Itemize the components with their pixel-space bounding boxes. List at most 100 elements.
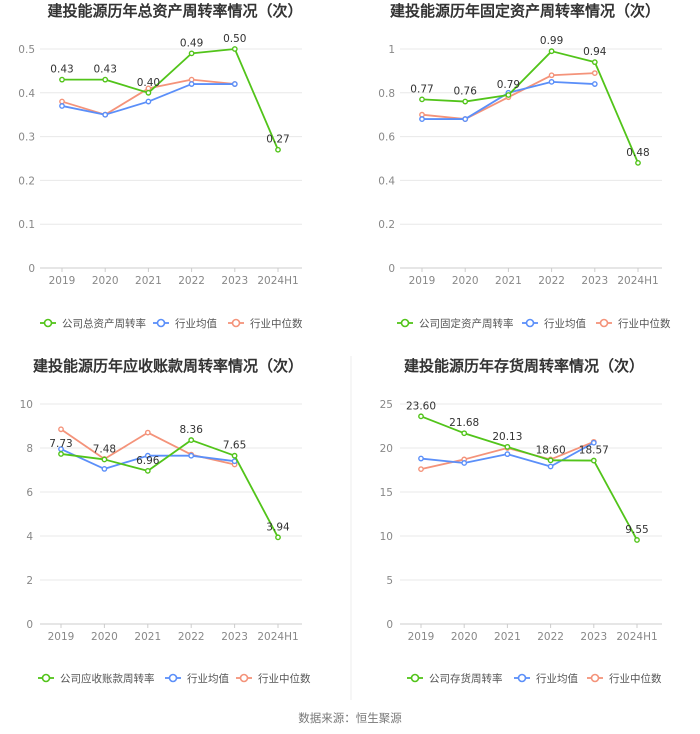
legend-marker: [525, 318, 535, 328]
x-tick-label: 2020: [91, 631, 118, 643]
data-point-median: [144, 429, 151, 436]
y-tick-label: 2: [26, 575, 33, 587]
chart-4: 建投能源历年存货周转率情况（次） 0 5 10 15 20 25 2019 2020 2021 20…: [380, 357, 662, 685]
chart-1: 建投能源历年总资产周转率情况（次） 0 0.1 0.2 0.3 0.4 0.5 2019 202…: [18, 2, 303, 330]
x-tick-label: 2020: [452, 275, 479, 287]
series-line-company: [421, 50, 639, 164]
legend-item-company: 公司应收账款周转率: [38, 672, 155, 685]
legend-item-company: 公司总资产周转率: [40, 317, 146, 330]
y-tick-label: 0.8: [378, 88, 395, 100]
data-point-avg: [144, 452, 151, 459]
data-point-company: [101, 456, 108, 463]
legend-item-avg: 行业均值: [514, 672, 578, 685]
legend-item-company: 公司存货周转率: [407, 672, 503, 685]
data-point-company: [418, 413, 424, 420]
legend-label: 公司应收账款周转率: [60, 672, 155, 685]
legend-label: 行业均值: [187, 672, 229, 685]
x-tick-label: 2023: [581, 275, 608, 287]
legend-marker: [590, 673, 600, 683]
data-label: 23.60: [406, 400, 436, 412]
chart-title: 建投能源历年应收账款周转率情况（次）: [33, 357, 303, 375]
data-point-avg: [102, 111, 109, 118]
legend-label: 行业中位数: [258, 672, 311, 685]
chart-title: 建投能源历年总资产周转率情况（次）: [47, 2, 302, 20]
data-point-company: [231, 452, 238, 459]
data-point-company: [547, 457, 554, 464]
legend-marker: [43, 318, 53, 328]
x-tick-label: 2023: [580, 631, 607, 643]
x-tick-label: 2023: [221, 275, 248, 287]
data-label: 0.79: [497, 79, 520, 91]
y-tick-label: 20: [380, 443, 393, 455]
data-point-company: [59, 76, 65, 83]
data-point-avg: [418, 455, 424, 462]
x-tick-label: 2022: [538, 275, 565, 287]
y-tick-label: 0: [386, 619, 393, 631]
x-tick-label: 2024H1: [616, 631, 657, 643]
legend-label: 公司固定资产周转率: [419, 317, 514, 330]
data-label: 18.60: [536, 444, 566, 456]
series-line-company: [420, 415, 638, 541]
legend-item-avg: 行业均值: [165, 672, 229, 685]
data-point-avg: [231, 81, 238, 87]
data-point-median: [548, 72, 555, 79]
y-tick-label: 10: [20, 399, 33, 411]
data-point-company: [419, 96, 425, 103]
data-point-avg: [419, 116, 425, 122]
legend-marker: [156, 318, 166, 328]
chart-title: 建投能源历年存货周转率情况（次）: [404, 357, 644, 375]
x-tick-label: 2021: [134, 631, 161, 643]
data-label: 0.76: [454, 86, 478, 98]
chart-title: 建投能源历年固定资产周转率情况（次）: [390, 2, 660, 20]
legend-item-avg: 行业均值: [522, 317, 586, 330]
y-tick-label: 0.4: [18, 88, 35, 100]
x-tick-label: 2021: [135, 275, 162, 287]
y-tick-label: 0.2: [18, 175, 35, 187]
data-point-company: [102, 76, 109, 83]
legend-marker: [168, 673, 178, 683]
legend-label: 行业中位数: [609, 672, 662, 685]
legend-marker: [599, 318, 609, 328]
data-label: 0.99: [540, 35, 563, 47]
data-label: 0.48: [626, 147, 649, 159]
x-tick-label: 2024H1: [257, 275, 298, 287]
y-tick-label: 0: [388, 263, 395, 275]
legend-item-company: 公司固定资产周转率: [397, 317, 514, 330]
data-point-avg: [145, 98, 152, 105]
legend-item-median: 行业中位数: [228, 317, 303, 330]
data-label: 0.43: [50, 64, 73, 76]
legend-marker: [231, 318, 241, 328]
data-point-company: [145, 89, 152, 96]
data-point-avg: [591, 81, 598, 87]
legend-label: 行业中位数: [250, 317, 303, 330]
x-tick-label: 2019: [48, 631, 75, 643]
data-label: 0.50: [223, 33, 246, 45]
chart-3: 建投能源历年应收账款周转率情况（次） 0 2 4 6 8 10 2019 2020 2021 202…: [20, 357, 311, 685]
data-point-company: [188, 50, 195, 57]
data-point-avg: [188, 452, 195, 459]
x-tick-label: 2022: [178, 631, 205, 643]
data-source: 数据来源：恒生聚源: [298, 711, 402, 725]
legend-label: 行业均值: [544, 317, 586, 330]
y-tick-label: 0: [28, 263, 35, 275]
y-tick-label: 0.3: [18, 132, 35, 144]
data-label: 0.40: [137, 77, 160, 89]
data-label: 7.48: [93, 443, 116, 455]
data-point-company: [548, 48, 555, 55]
x-tick-label: 2023: [221, 631, 248, 643]
x-tick-label: 2021: [495, 275, 522, 287]
legend-item-median: 行业中位数: [236, 672, 311, 685]
data-point-avg: [188, 81, 195, 87]
x-tick-label: 2020: [92, 275, 119, 287]
data-point-company: [462, 98, 469, 105]
x-tick-label: 2022: [537, 631, 564, 643]
data-point-company: [188, 437, 195, 443]
y-tick-label: 1: [388, 44, 395, 56]
y-tick-label: 0.5: [18, 44, 35, 56]
data-label: 7.73: [49, 438, 72, 450]
x-tick-label: 2022: [178, 275, 205, 287]
data-label: 20.13: [492, 431, 522, 443]
data-point-company: [590, 457, 597, 464]
y-tick-label: 8: [26, 443, 33, 455]
data-point-company: [231, 46, 238, 52]
